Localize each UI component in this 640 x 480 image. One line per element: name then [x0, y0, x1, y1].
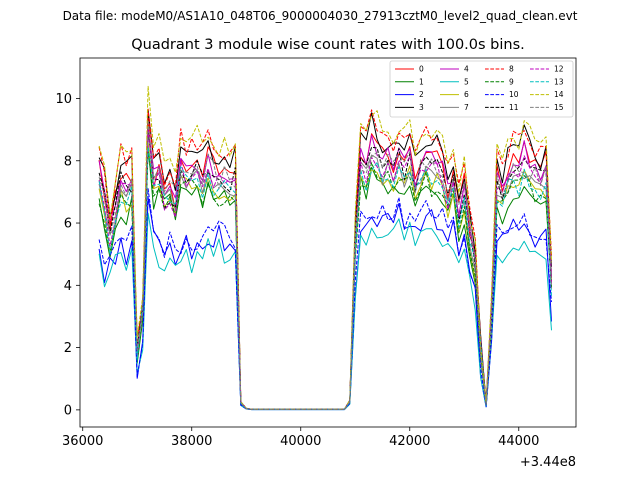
legend-label-3: 3 — [419, 103, 424, 112]
x-tick-label: 40000 — [280, 434, 321, 449]
x-axis: 36000 38000 40000 42000 44000 — [62, 427, 539, 449]
legend-label-4: 4 — [464, 65, 469, 74]
y-tick-label: 8 — [64, 154, 72, 169]
legend-label-11: 11 — [509, 103, 519, 112]
series-line-15 — [98, 119, 552, 410]
legend-label-5: 5 — [464, 77, 469, 86]
y-tick-label: 4 — [64, 279, 72, 294]
y-tick-label: 2 — [64, 341, 72, 356]
chart-title: Quadrant 3 module wise count rates with … — [131, 37, 525, 53]
legend-label-14: 14 — [554, 90, 564, 99]
x-tick-label: 44000 — [498, 434, 539, 449]
y-axis: 0 2 4 6 8 10 — [55, 92, 80, 418]
x-tick-label: 38000 — [171, 434, 212, 449]
legend-label-2: 2 — [419, 90, 424, 99]
legend-label-15: 15 — [554, 103, 564, 112]
legend-label-0: 0 — [419, 65, 424, 74]
x-tick-label: 42000 — [389, 434, 430, 449]
legend-label-12: 12 — [554, 65, 564, 74]
figure-suptitle: Data file: modeM0/AS1A10_048T06_90000040… — [63, 9, 578, 23]
legend-label-8: 8 — [509, 65, 514, 74]
y-tick-label: 10 — [55, 92, 72, 107]
plot-lines — [98, 85, 552, 411]
legend-label-9: 9 — [509, 77, 514, 86]
x-tick-label: 36000 — [62, 434, 103, 449]
y-tick-label: 0 — [64, 403, 72, 418]
legend-label-1: 1 — [419, 77, 424, 86]
legend-frame — [389, 60, 574, 118]
y-tick-label: 6 — [64, 217, 72, 232]
axes-frame — [79, 57, 577, 428]
legend-label-7: 7 — [464, 103, 469, 112]
legend-label-13: 13 — [554, 77, 564, 86]
legend-label-10: 10 — [509, 90, 519, 99]
legend-label-6: 6 — [464, 90, 469, 99]
x-offset-label: +3.44e8 — [520, 455, 576, 470]
